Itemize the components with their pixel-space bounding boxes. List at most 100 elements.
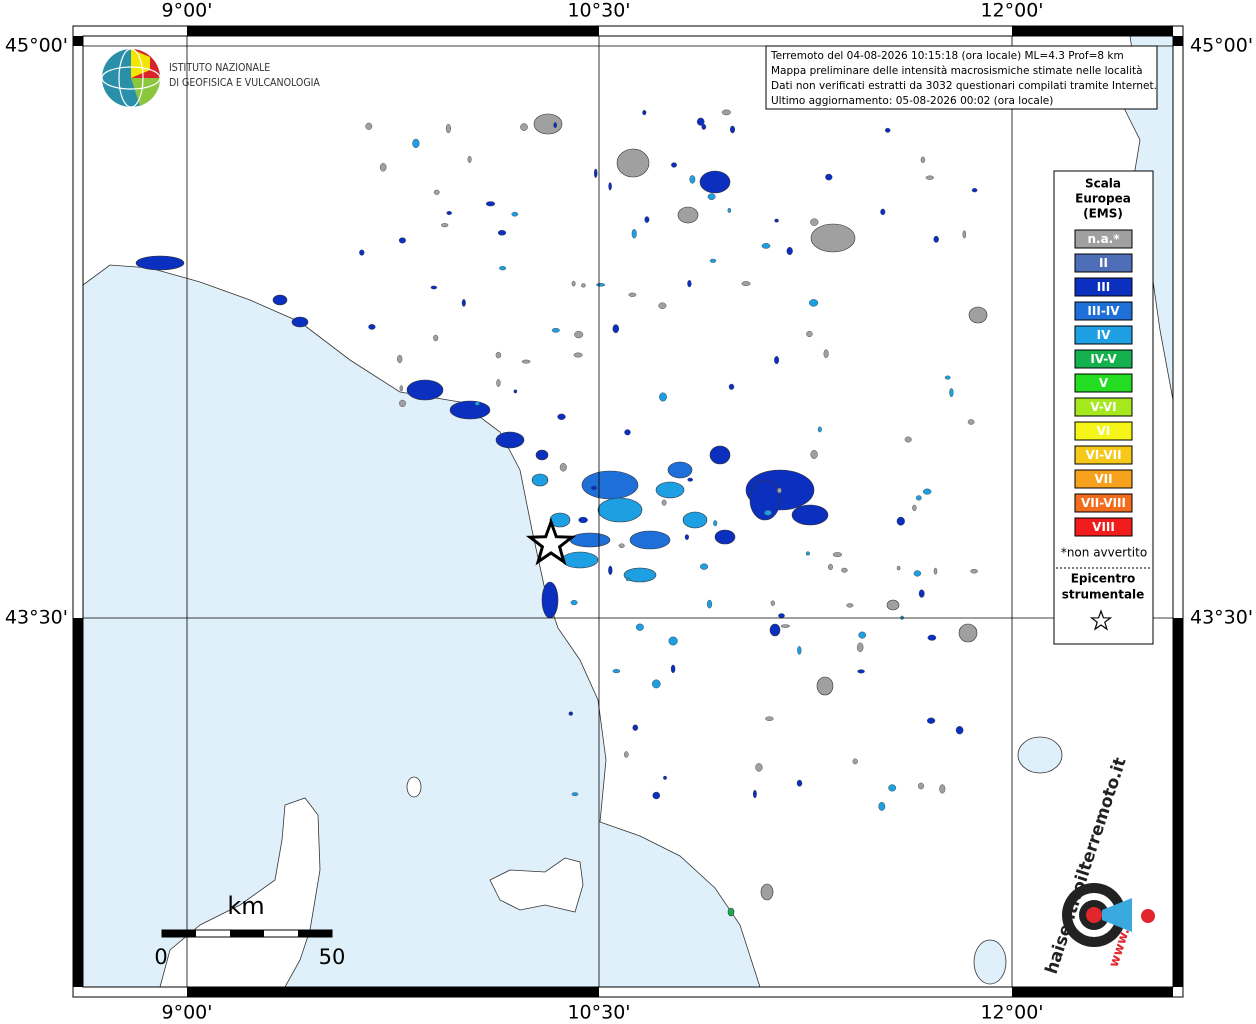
town bbox=[553, 122, 558, 129]
info-line: Ultimo aggiornamento: 05-08-2026 00:02 (… bbox=[771, 95, 1053, 107]
legend-swatch bbox=[1074, 373, 1133, 393]
town bbox=[852, 758, 858, 765]
town bbox=[636, 623, 644, 631]
legend-title: Europea bbox=[1075, 192, 1131, 206]
scale-label: 0 bbox=[154, 945, 167, 969]
town bbox=[805, 551, 810, 556]
town bbox=[970, 569, 978, 574]
town bbox=[760, 883, 774, 901]
town bbox=[652, 679, 661, 689]
town bbox=[629, 530, 671, 550]
info-line: Mappa preliminare delle intensità macros… bbox=[771, 65, 1143, 77]
town bbox=[753, 789, 757, 799]
lat-label: 43°30' bbox=[5, 607, 68, 629]
lake bbox=[1017, 736, 1063, 774]
town bbox=[581, 283, 586, 288]
town bbox=[569, 532, 611, 548]
town bbox=[365, 122, 373, 130]
town bbox=[709, 445, 731, 465]
scale-unit: km bbox=[227, 892, 264, 920]
legend-epicenter: Epicentro bbox=[1071, 572, 1136, 586]
town bbox=[920, 156, 926, 164]
legend-label: VI-VII bbox=[1085, 448, 1121, 462]
island bbox=[489, 857, 584, 913]
legend-title: (EMS) bbox=[1083, 207, 1123, 221]
town bbox=[612, 324, 619, 334]
legend-label: V-VI bbox=[1090, 400, 1116, 414]
town bbox=[496, 379, 501, 387]
town bbox=[495, 351, 502, 359]
town bbox=[880, 208, 886, 216]
town bbox=[535, 449, 549, 461]
town bbox=[445, 123, 451, 134]
ingv-logo: ISTITUTO NAZIONALE DI GEOFISICA E VULCAN… bbox=[101, 48, 320, 108]
town bbox=[728, 383, 735, 390]
island bbox=[406, 776, 422, 798]
lon-label: 12°00' bbox=[980, 0, 1043, 22]
town bbox=[533, 113, 563, 135]
town bbox=[612, 669, 621, 674]
legend-star bbox=[1089, 609, 1113, 631]
town bbox=[958, 623, 978, 643]
town bbox=[687, 477, 694, 482]
town bbox=[764, 509, 772, 516]
town bbox=[714, 529, 736, 545]
lon-label: 9°00' bbox=[162, 1002, 213, 1024]
town bbox=[888, 784, 897, 792]
town bbox=[670, 664, 676, 674]
epicenter bbox=[525, 517, 577, 566]
legend-swatch bbox=[1074, 349, 1133, 369]
town bbox=[433, 334, 439, 342]
town bbox=[761, 243, 771, 249]
town bbox=[823, 349, 829, 359]
town bbox=[727, 207, 731, 213]
institute-name: ISTITUTO NAZIONALE bbox=[169, 62, 270, 74]
town bbox=[796, 779, 803, 787]
town bbox=[797, 646, 802, 655]
town bbox=[446, 210, 452, 215]
legend-label: n.a.* bbox=[1087, 232, 1120, 246]
town bbox=[709, 258, 717, 263]
lon-label: 9°00' bbox=[162, 0, 213, 22]
town bbox=[531, 473, 549, 487]
town bbox=[461, 299, 466, 307]
legend-swatch bbox=[1074, 445, 1133, 465]
legend-label: VIII bbox=[1092, 520, 1115, 534]
town bbox=[918, 782, 925, 790]
info-line: Terremoto del 04-08-2026 10:15:18 (ora l… bbox=[770, 50, 1124, 62]
town bbox=[857, 669, 865, 674]
town bbox=[912, 504, 917, 512]
town bbox=[511, 211, 519, 217]
town bbox=[474, 401, 480, 406]
town bbox=[885, 127, 891, 133]
town bbox=[918, 589, 925, 598]
town bbox=[677, 206, 699, 224]
town bbox=[858, 631, 867, 639]
town bbox=[810, 223, 856, 253]
town bbox=[774, 356, 780, 365]
town bbox=[399, 385, 403, 392]
town bbox=[441, 223, 449, 228]
town bbox=[730, 125, 736, 134]
town bbox=[398, 237, 406, 244]
town bbox=[786, 246, 793, 255]
town bbox=[913, 570, 922, 577]
town bbox=[559, 463, 567, 472]
town bbox=[272, 294, 288, 306]
town bbox=[939, 784, 946, 794]
town bbox=[926, 717, 936, 724]
town bbox=[608, 565, 613, 575]
lon-label: 10°30' bbox=[567, 1002, 630, 1024]
town bbox=[696, 117, 705, 126]
info-line: Dati non verificati estratti da 3032 que… bbox=[771, 80, 1157, 92]
town bbox=[810, 218, 819, 226]
town bbox=[828, 563, 833, 571]
town bbox=[659, 392, 667, 402]
legend-swatch bbox=[1074, 301, 1133, 321]
town bbox=[616, 148, 650, 178]
town bbox=[359, 249, 365, 256]
institute-name: DI GEOFISICA E VULCANOLOGIA bbox=[169, 77, 320, 89]
town bbox=[541, 581, 559, 619]
town bbox=[727, 907, 735, 917]
